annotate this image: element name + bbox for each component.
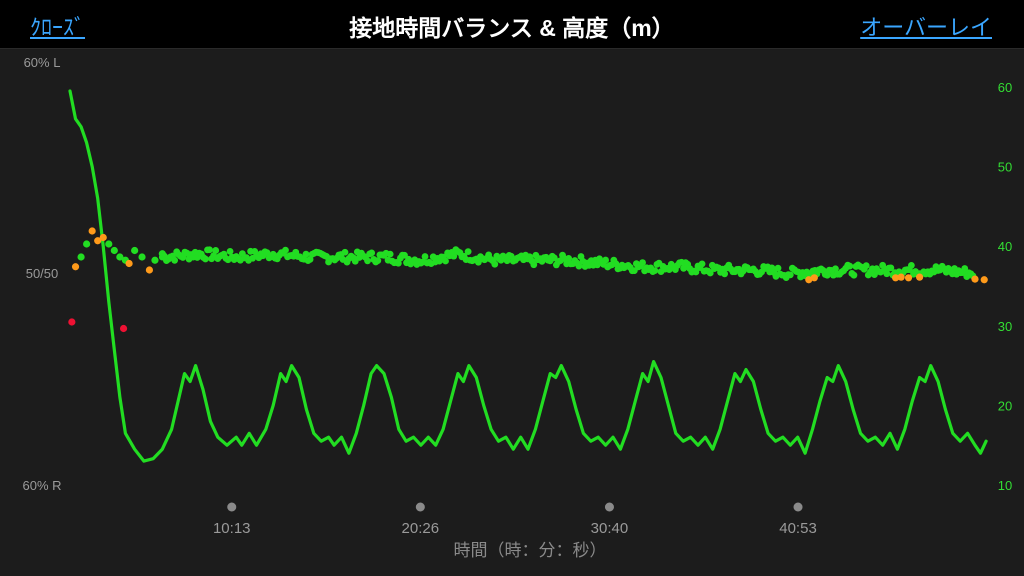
left-axis-label: 60% R (22, 478, 61, 493)
right-axis-tick-label: 40 (998, 239, 1012, 254)
close-button[interactable]: ｸﾛｰｽﾞ (30, 15, 86, 40)
balance-point (612, 260, 620, 268)
x-axis-tick-label: 40:53 (779, 520, 817, 537)
balance-point (846, 262, 854, 270)
page-title: 接地時間バランス & 高度（m） (349, 15, 675, 41)
balance-elevation-chart[interactable]: 60% L 50/50 60% R 10 20 30 40 50 60 10:13 20:26 3… (0, 49, 1024, 576)
balance-point (364, 257, 371, 265)
balance-point (83, 240, 91, 248)
x-axis-tick-label: 30:40 (591, 520, 629, 537)
balance-point (850, 271, 858, 279)
balance-point (698, 260, 706, 268)
x-axis-tick-dot (415, 502, 425, 512)
balance-point (394, 259, 402, 267)
balance-point (77, 253, 85, 261)
balance-point (575, 262, 583, 270)
right-axis-tick-label: 60 (998, 80, 1012, 95)
x-axis-label: 時間（時：分：秒） (454, 541, 607, 560)
balance-point-warn (904, 274, 913, 282)
x-axis: 10:13 20:26 30:40 40:53 (213, 502, 817, 537)
balance-point (138, 253, 146, 261)
balance-point (602, 256, 610, 264)
balance-point (71, 263, 80, 271)
elevation-line (68, 89, 988, 463)
balance-point (151, 256, 159, 264)
overlay-button[interactable]: オーバーレイ (860, 15, 992, 40)
balance-point-warn (980, 276, 988, 284)
balance-point-warn (891, 274, 900, 282)
left-axis: 60% L 50/50 60% R (22, 55, 61, 493)
elevation-series (68, 89, 988, 463)
right-axis-tick-label: 10 (998, 478, 1012, 493)
balance-point (706, 269, 714, 277)
balance-point (565, 255, 573, 262)
x-axis-tick-label: 10:13 (213, 520, 251, 537)
balance-point (202, 255, 209, 263)
balance-point (442, 257, 449, 265)
balance-point (692, 268, 700, 276)
header-bar: ｸﾛｰｽﾞ 接地時間バランス & 高度（m） オーバーレイ (0, 0, 1024, 49)
balance-point (450, 252, 458, 260)
balance-point (119, 324, 128, 333)
x-axis-tick-label: 20:26 (402, 520, 440, 537)
balance-point (832, 265, 839, 273)
balance-point-warn (897, 273, 905, 281)
left-axis-label: 60% L (24, 55, 61, 70)
balance-point (907, 261, 915, 269)
balance-point (125, 259, 133, 268)
balance-point (341, 248, 349, 256)
balance-point-warn (915, 273, 924, 281)
balance-point (530, 261, 538, 269)
balance-point (386, 250, 394, 258)
right-axis: 10 20 30 40 50 60 (998, 80, 1012, 493)
balance-point (491, 260, 499, 268)
balance-point (282, 246, 289, 254)
right-axis-tick-label: 30 (998, 319, 1012, 334)
balance-point (94, 237, 102, 245)
balance-point (651, 267, 659, 275)
balance-point (206, 246, 213, 254)
balance-point (374, 257, 382, 264)
balance-point (862, 262, 870, 270)
right-axis-tick-label: 50 (998, 160, 1012, 175)
x-axis-tick-dot (227, 502, 237, 512)
balance-point (464, 248, 472, 255)
balance-point (68, 318, 76, 326)
balance-point (774, 264, 782, 272)
balance-point (368, 249, 376, 257)
balance-point (171, 256, 179, 264)
balance-point (99, 233, 107, 242)
balance-point (88, 227, 96, 235)
balance-point (639, 259, 646, 266)
balance-point-warn (971, 275, 979, 283)
balance-series (68, 227, 988, 333)
balance-point (131, 246, 139, 255)
balance-point (306, 255, 314, 263)
x-axis-tick-dot (604, 502, 614, 512)
balance-point-warn (810, 274, 818, 282)
balance-point (721, 270, 729, 278)
balance-point (145, 266, 154, 274)
balance-point (786, 271, 794, 279)
balance-point (226, 248, 234, 255)
balance-point (179, 254, 187, 261)
x-axis-tick-dot (793, 502, 803, 512)
balance-point (212, 247, 220, 254)
balance-point (961, 265, 969, 272)
balance-point-warn (805, 276, 813, 284)
balance-point (883, 270, 891, 278)
balance-point (503, 257, 511, 265)
left-axis-label: 50/50 (26, 266, 59, 281)
balance-point (887, 264, 895, 272)
balance-point (302, 250, 310, 258)
balance-point (105, 240, 113, 248)
right-axis-tick-label: 20 (998, 398, 1012, 413)
balance-point (421, 253, 429, 260)
balance-point (116, 253, 124, 261)
balance-point (110, 246, 118, 255)
